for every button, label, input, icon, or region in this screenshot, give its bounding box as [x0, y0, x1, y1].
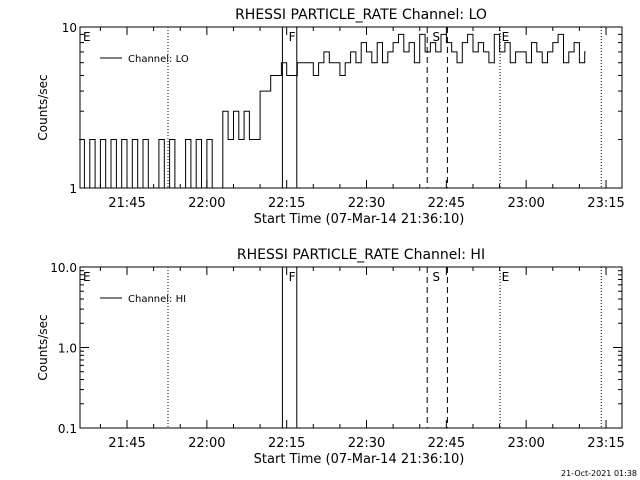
- y-axis-label: Counts/sec: [36, 314, 50, 380]
- series-line: [79, 33, 586, 189]
- x-tick-label: 23:00: [507, 196, 544, 211]
- annotation-label: E: [502, 270, 510, 284]
- annotation-label: E: [83, 270, 91, 284]
- x-axis-label: Start Time (07-Mar-14 21:36:10): [254, 212, 465, 227]
- annotation-label: E: [502, 30, 510, 44]
- panel-lo: RHESSI PARTICLE_RATE Channel: LO Start Ti…: [36, 7, 625, 227]
- x-tick-label: 22:45: [428, 196, 465, 211]
- footer-date: 21-Oct-2021 01:38: [561, 469, 637, 478]
- x-tick-label: 22:30: [348, 436, 385, 451]
- annotation-label: S: [432, 270, 440, 284]
- legend-label: Channel: LO: [128, 54, 189, 65]
- x-tick-label: 23:00: [507, 436, 544, 451]
- panel-hi: RHESSI PARTICLE_RATE Channel: HI Start Ti…: [36, 247, 625, 467]
- x-tick-label: 22:00: [188, 436, 225, 451]
- y-tick-label: 1: [69, 182, 77, 196]
- y-tick-label: 1.0: [58, 342, 77, 356]
- y-tick-label: 10.0: [50, 261, 77, 275]
- x-tick-label: 22:15: [268, 436, 305, 451]
- x-tick-label: 22:00: [188, 196, 225, 211]
- chart-title: RHESSI PARTICLE_RATE Channel: HI: [237, 247, 485, 263]
- x-tick-label: 22:45: [428, 436, 465, 451]
- y-tick-label: 10: [62, 21, 77, 35]
- x-tick-label: 23:15: [587, 436, 624, 451]
- x-tick-label: 22:15: [268, 196, 305, 211]
- annotation-label: F: [289, 30, 296, 44]
- y-axis-label: Counts/sec: [36, 74, 50, 140]
- annotation-label: F: [289, 270, 296, 284]
- plot-frame: [79, 26, 623, 189]
- legend-label: Channel: HI: [128, 294, 186, 305]
- plot-frame: [79, 266, 623, 429]
- annotation-label: E: [83, 30, 91, 44]
- x-tick-label: 22:30: [348, 196, 385, 211]
- x-axis-label: Start Time (07-Mar-14 21:36:10): [254, 452, 465, 467]
- annotation-label: S: [432, 30, 440, 44]
- x-tick-label: 21:45: [108, 436, 145, 451]
- x-tick-label: 21:45: [108, 196, 145, 211]
- y-tick-label: 0.1: [58, 422, 77, 436]
- x-tick-label: 23:15: [587, 196, 624, 211]
- chart-title: RHESSI PARTICLE_RATE Channel: LO: [235, 7, 487, 23]
